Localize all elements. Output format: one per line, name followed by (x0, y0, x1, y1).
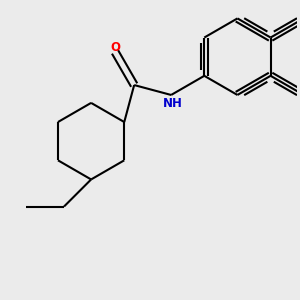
Text: NH: NH (163, 97, 183, 110)
Text: O: O (110, 41, 120, 54)
